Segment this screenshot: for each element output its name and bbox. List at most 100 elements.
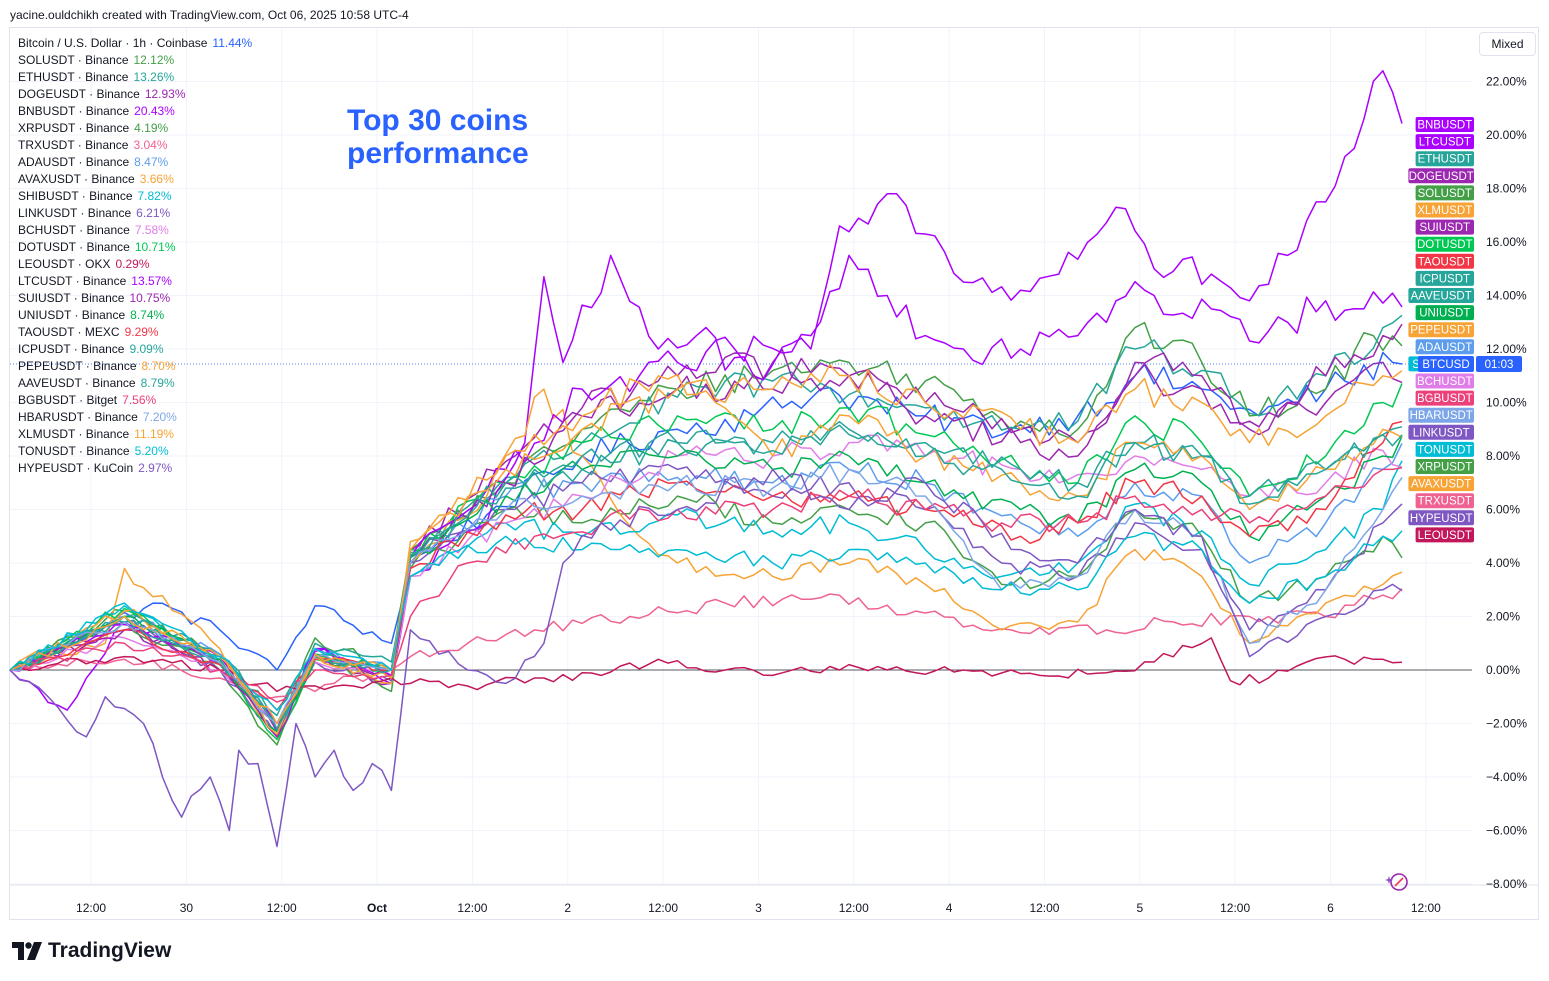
annotation-line-2: performance xyxy=(347,137,529,170)
series-line-pepeusdt[interactable] xyxy=(9,373,1403,735)
legend-row[interactable]: SHIBUSDT · Binance 7.82% xyxy=(18,188,252,205)
legend-percent-value: 7.58% xyxy=(134,223,169,237)
series-end-label: LTCUSDT xyxy=(1419,137,1471,149)
tradingview-logo[interactable]: TradingView xyxy=(12,939,171,963)
legend-row[interactable]: XLMUSDT · Binance 11.19% xyxy=(18,426,252,443)
series-end-label: TONUSDT xyxy=(1417,444,1472,456)
legend-row[interactable]: BNBUSDT · Binance 20.43% xyxy=(18,103,252,120)
series-line-shibusdt[interactable] xyxy=(9,460,1403,733)
legend-percent-value: 8.70% xyxy=(141,359,176,373)
sparkle-alert-icon[interactable] xyxy=(1384,870,1414,894)
y-tick-label: 16.00% xyxy=(1486,235,1527,249)
x-tick-label: 12:00 xyxy=(1220,901,1250,915)
y-tick-label: 12.00% xyxy=(1486,342,1527,356)
legend-percent-value: 2.97% xyxy=(138,461,173,475)
series-line-ethusdt[interactable] xyxy=(9,314,1403,717)
legend-row[interactable]: SOLUSDT · Binance 12.12% xyxy=(18,52,252,69)
legend-percent-value: 8.47% xyxy=(134,155,169,169)
chart-frame xyxy=(9,27,1539,920)
series-end-label: TRXUSDT xyxy=(1418,496,1472,508)
series-line-dotusdt[interactable] xyxy=(9,383,1403,741)
x-tick-label: 12:00 xyxy=(839,901,869,915)
series-end-label: AAVEUSDT xyxy=(1411,291,1472,303)
legend-percent-value: 7.20% xyxy=(142,410,177,424)
series-end-label: LINKUSDT xyxy=(1413,427,1470,439)
series-end-label-bg xyxy=(1408,288,1474,303)
legend-row[interactable]: ADAUSDT · Binance 8.47% xyxy=(18,154,252,171)
legend-percent-value: 13.26% xyxy=(133,70,175,84)
series-end-label-bg xyxy=(1415,390,1474,406)
legend-row[interactable]: TRXUSDT · Binance 3.04% xyxy=(18,137,252,154)
legend-row[interactable]: AVAXUSDT · Binance 3.66% xyxy=(18,171,252,188)
series-line-suiusdt[interactable] xyxy=(9,361,1403,738)
series-end-label-bg xyxy=(1415,151,1474,167)
legend-row[interactable]: TONUSDT · Binance 5.20% xyxy=(18,443,252,460)
series-end-label: ETHUSDT xyxy=(1418,154,1472,166)
legend-symbol-name: SUIUSDT · Binance xyxy=(18,291,125,305)
legend-row[interactable]: Bitcoin / U.S. Dollar · 1h · Coinbase 11.… xyxy=(18,35,252,52)
y-tick-label: −2.00% xyxy=(1486,717,1527,731)
series-line-tonusdt[interactable] xyxy=(9,530,1403,711)
x-tick-label: 30 xyxy=(180,901,194,915)
series-line-xrpusdt[interactable] xyxy=(9,493,1403,746)
series-end-label: BCHUSDT xyxy=(1417,376,1473,388)
legend-row[interactable]: LINKUSDT · Binance 6.21% xyxy=(18,205,252,222)
series-line-hypeusdt[interactable] xyxy=(9,468,1403,848)
legend-symbol-name: Bitcoin / U.S. Dollar · 1h · Coinbase xyxy=(18,36,208,50)
legend-symbol-name: SOLUSDT · Binance xyxy=(18,53,129,67)
legend-row[interactable]: LTCUSDT · Binance 13.57% xyxy=(18,273,252,290)
series-line-btcusd[interactable] xyxy=(9,351,1403,671)
legend-row[interactable]: LEOUSDT · OKX 0.29% xyxy=(18,256,252,273)
legend-row[interactable]: HBARUSDT · Binance 7.20% xyxy=(18,409,252,426)
legend-row[interactable]: AAVEUSDT · Binance 8.79% xyxy=(18,375,252,392)
series-line-xlmusdt[interactable] xyxy=(9,363,1403,725)
chart-annotation-title: Top 30 coins performance xyxy=(347,104,529,170)
legend-row[interactable]: BCHUSDT · Binance 7.58% xyxy=(18,222,252,239)
legend-row[interactable]: UNIUSDT · Binance 8.74% xyxy=(18,307,252,324)
legend-row[interactable]: XRPUSDT · Binance 4.19% xyxy=(18,120,252,137)
legend-row[interactable]: ETHUSDT · Binance 13.26% xyxy=(18,69,252,86)
legend-row[interactable]: DOTUSDT · Binance 10.71% xyxy=(18,239,252,256)
legend-percent-value: 3.04% xyxy=(133,138,168,152)
legend-row[interactable]: TAOUSDT · MEXC 9.29% xyxy=(18,324,252,341)
series-line-adausdt[interactable] xyxy=(9,443,1403,725)
legend-row[interactable]: HYPEUSDT · KuCoin 2.97% xyxy=(18,460,252,477)
legend-row[interactable]: PEPEUSDT · Binance 8.70% xyxy=(18,358,252,375)
series-end-label: PEPEUSDT xyxy=(1410,325,1472,337)
series-line-trxusdt[interactable] xyxy=(9,588,1403,700)
legend-symbol-name: ADAUSDT · Binance xyxy=(18,155,130,169)
legend-symbol-name: PEPEUSDT · Binance xyxy=(18,359,137,373)
legend-row[interactable]: BGBUSDT · Bitget 7.56% xyxy=(18,392,252,409)
legend-symbol-name: AAVEUSDT · Binance xyxy=(18,376,136,390)
legend-percent-value: 12.12% xyxy=(133,53,175,67)
series-end-label: BNBUSDT xyxy=(1417,120,1472,132)
legend-percent-value: 8.79% xyxy=(140,376,175,390)
legend-symbol-name: XRPUSDT · Binance xyxy=(18,121,130,135)
scale-mode-button[interactable]: Mixed xyxy=(1479,32,1536,56)
series-end-label-bg xyxy=(1408,407,1474,423)
series-line-hbarusdt[interactable] xyxy=(9,463,1403,725)
x-tick-label: 4 xyxy=(946,901,953,915)
x-tick-label: 5 xyxy=(1136,901,1143,915)
legend-percent-value: 10.75% xyxy=(129,291,171,305)
legend-row[interactable]: DOGEUSDT · Binance 12.93% xyxy=(18,86,252,103)
y-tick-label: −8.00% xyxy=(1486,877,1527,891)
series-end-label-bg xyxy=(1415,441,1474,457)
legend-symbol-name: SHIBUSDT · Binance xyxy=(18,189,133,203)
series-end-label-bg xyxy=(1408,510,1474,526)
series-end-label-bg xyxy=(1415,339,1474,355)
legend-symbol-name: UNIUSDT · Binance xyxy=(18,308,126,322)
legend-percent-value: 9.29% xyxy=(124,325,159,339)
legend-row[interactable]: SUIUSDT · Binance 10.75% xyxy=(18,290,252,307)
legend-symbol-name: DOGEUSDT · Binance xyxy=(18,87,140,101)
series-line-linkusdt[interactable] xyxy=(9,463,1403,738)
legend-percent-value: 5.20% xyxy=(134,444,169,458)
series-end-label-bg xyxy=(1415,134,1474,150)
x-tick-label: 12:00 xyxy=(76,901,106,915)
legend-symbol-name: TRXUSDT · Binance xyxy=(18,138,129,152)
series-line-uniusdt[interactable] xyxy=(9,435,1403,733)
legend-row[interactable]: ICPUSDT · Binance 9.09% xyxy=(18,341,252,358)
x-tick-label: 12:00 xyxy=(457,901,487,915)
series-end-label: ADAUSDT xyxy=(1417,342,1472,354)
